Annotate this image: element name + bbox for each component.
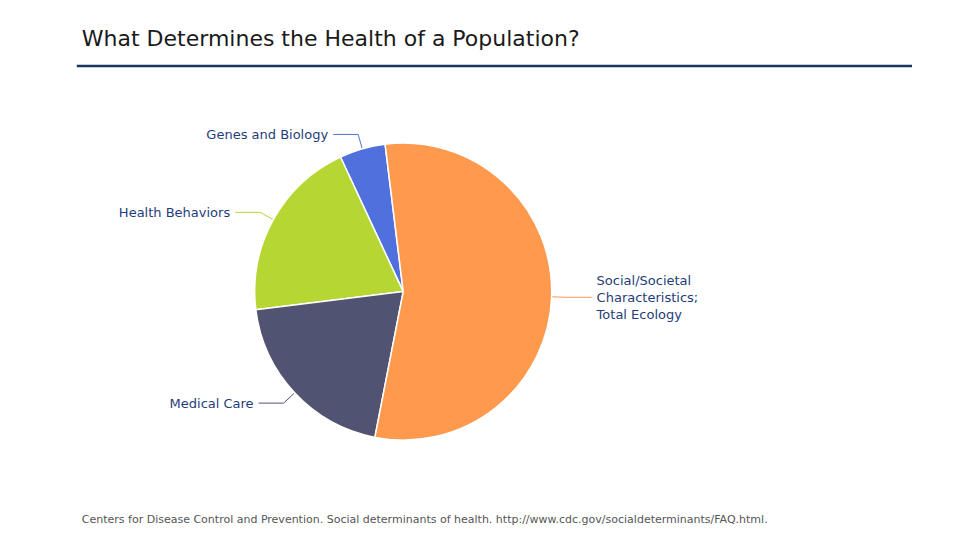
svg-text:Health Behaviors: Health Behaviors	[119, 205, 231, 220]
svg-text:Genes and Biology: Genes and Biology	[206, 127, 328, 142]
svg-text:Social/Societal: Social/Societal	[597, 273, 692, 288]
svg-text:Centers for Disease Control an: Centers for Disease Control and Preventi…	[82, 513, 768, 526]
svg-text:Medical Care: Medical Care	[170, 396, 254, 411]
svg-text:Characteristics;: Characteristics;	[597, 290, 699, 305]
svg-text:Total Ecology: Total Ecology	[596, 307, 683, 322]
svg-text:What Determines the Health of: What Determines the Health of a Populati…	[82, 26, 580, 51]
